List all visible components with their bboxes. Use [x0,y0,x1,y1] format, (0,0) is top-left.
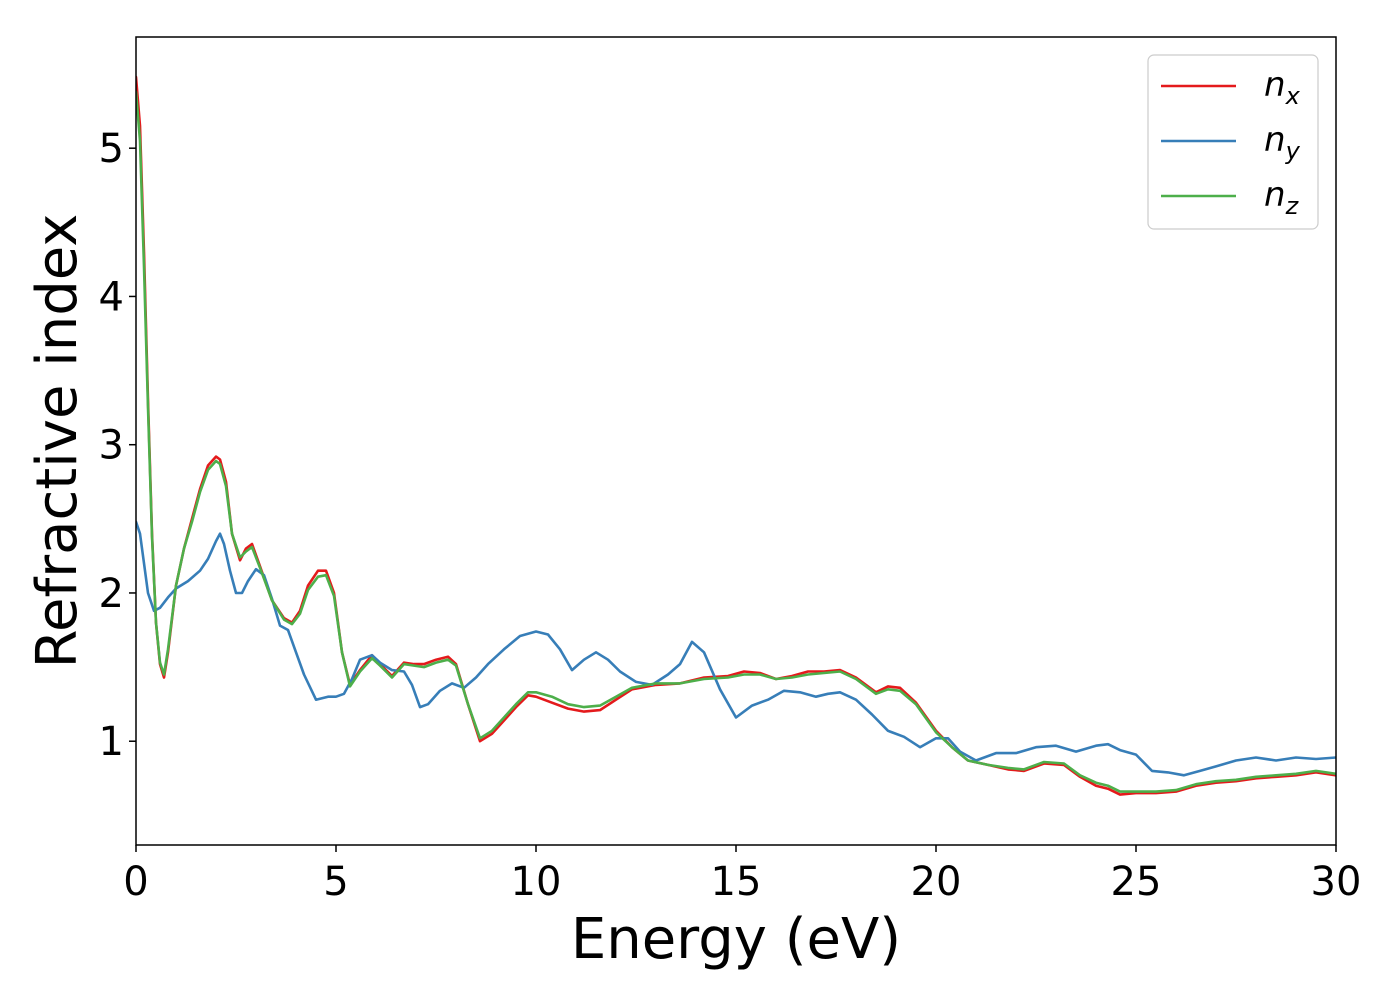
y-tick-label: 1 [99,719,124,765]
x-tick-label: 5 [323,859,348,905]
y-axis-label: Refractive index [25,214,90,669]
y-axis: 1 2 3 4 5 [99,126,136,765]
legend-label-z: nz [1264,175,1300,220]
y-tick-label: 4 [99,274,124,320]
x-tick-label: 30 [1311,859,1362,905]
x-axis-label: Energy (eV) [571,907,901,972]
y-tick-label: 5 [99,126,124,172]
y-tick-label: 3 [99,423,124,469]
x-tick-label: 15 [711,859,762,905]
x-tick-label: 20 [911,859,962,905]
legend-label-x: nx [1264,65,1301,110]
legend-label-y: ny [1264,120,1301,165]
x-axis: 0 5 10 15 20 25 30 [123,845,1361,905]
series-layer [136,75,1336,796]
x-tick-label: 25 [1111,859,1162,905]
series-line-z [136,90,1336,793]
y-tick-label: 2 [99,571,124,617]
legend: nx ny nz [1147,54,1319,230]
x-tick-label: 10 [511,859,562,905]
x-tick-label: 0 [123,859,148,905]
series-line-y [136,520,1336,777]
legend-items: nx ny nz [1161,65,1301,220]
